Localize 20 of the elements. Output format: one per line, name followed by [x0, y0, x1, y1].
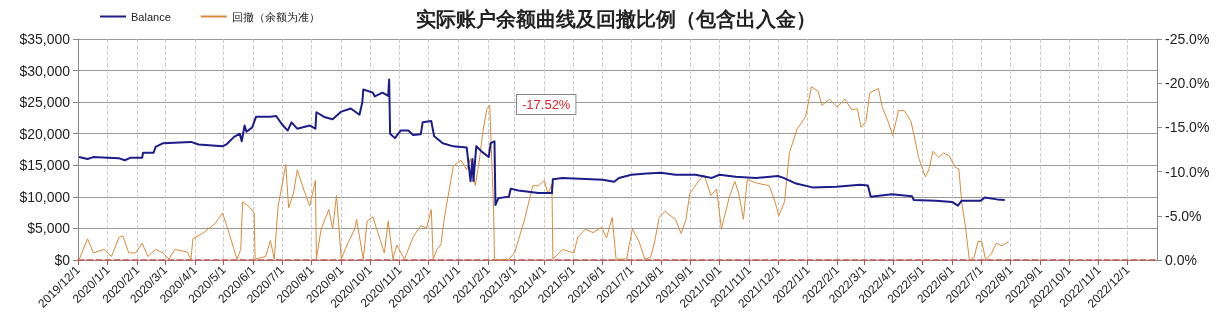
legend-label: Balance: [131, 10, 171, 23]
line-series: [78, 86, 1010, 261]
y-tick-label: $20,000: [19, 125, 71, 142]
y-tick-label: $15,000: [19, 157, 71, 174]
y-tick-label: $25,000: [19, 94, 71, 111]
y2-tick-label: 0.0%: [1165, 252, 1197, 268]
y-tick-label: $35,000: [19, 31, 71, 47]
y2-tick-label: -15.0%: [1165, 119, 1210, 136]
y-tick-label: $30,000: [19, 62, 71, 79]
y2-tick-label: -20.0%: [1165, 75, 1210, 92]
y2-tick-label: -25.0%: [1165, 31, 1210, 47]
y-tick-label: $0: [54, 252, 71, 268]
line-series: [77, 78, 1006, 207]
y-tick-label: $5,000: [27, 220, 71, 237]
y2-tick-label: -5.0%: [1165, 207, 1202, 224]
y-tick-label: $10,000: [19, 188, 71, 205]
legend-label: 回撤（余额为准）: [231, 10, 320, 23]
annotation: -17.52%: [522, 97, 571, 112]
y2-tick-label: -10.0%: [1165, 163, 1210, 180]
chart-title: 实际账户余额曲线及回撤比例（包含出入金）: [415, 8, 816, 30]
